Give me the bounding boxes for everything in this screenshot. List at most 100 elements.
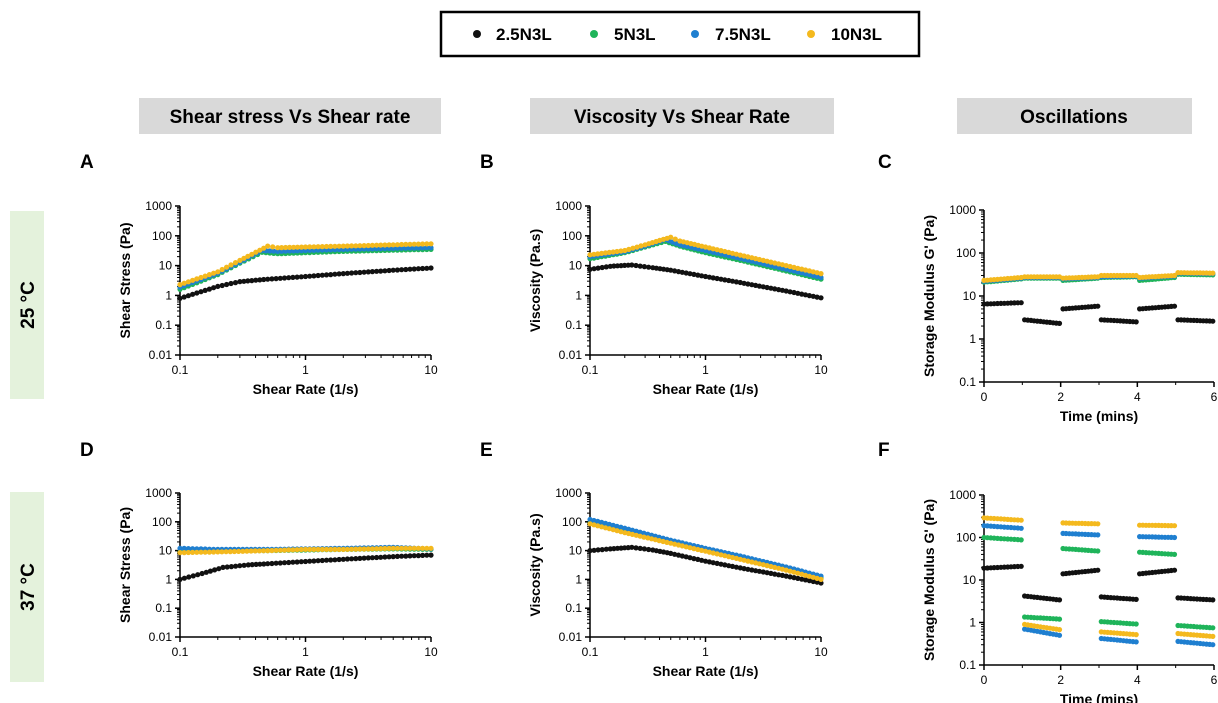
y-tick-label-f: 1: [969, 616, 976, 630]
x-tick-label-a: 1: [302, 363, 309, 377]
data-point: [722, 562, 728, 568]
data-point: [729, 250, 736, 256]
data-point: [630, 245, 636, 251]
data-point: [340, 546, 346, 553]
data-point: [190, 277, 196, 283]
data-point: [185, 279, 191, 285]
data-point: [365, 242, 371, 249]
data-point: [273, 276, 279, 282]
data-point: [311, 558, 317, 564]
data-point: [181, 575, 187, 581]
data-point: [1171, 303, 1178, 309]
x-tick-label-e: 1: [702, 645, 709, 659]
data-point: [733, 279, 740, 285]
y-axis-label-d: Shear Stress (Pa): [117, 507, 133, 623]
data-point: [415, 266, 421, 272]
data-point: [626, 246, 632, 252]
data-point: [224, 264, 230, 270]
data-point: [319, 272, 325, 278]
data-point: [1210, 318, 1216, 324]
data-point: [745, 558, 751, 564]
data-point: [390, 267, 396, 273]
data-point: [1018, 537, 1024, 543]
data-point: [332, 546, 338, 553]
data-point: [275, 245, 281, 251]
data-point: [415, 545, 421, 551]
data-point: [1018, 525, 1024, 531]
data-point: [233, 563, 239, 569]
data-point: [603, 546, 609, 552]
data-point: [772, 564, 778, 571]
column-header-bg-2: [530, 98, 834, 134]
data-point: [323, 557, 330, 563]
data-point: [281, 275, 288, 281]
data-point: [357, 243, 363, 249]
data-point: [394, 553, 400, 560]
column-headers: Shear stress Vs Shear rate Viscosity Vs …: [139, 98, 1192, 134]
data-point: [228, 564, 234, 570]
data-point: [787, 568, 793, 574]
data-point: [656, 538, 662, 544]
data-point: [787, 289, 793, 295]
y-axis-label-f: Storage Modulus G' (Pa): [921, 499, 937, 661]
data-point: [374, 554, 380, 561]
data-point: [374, 268, 380, 274]
data-point: [428, 245, 434, 251]
y-tick-label-d: 1: [165, 572, 172, 586]
data-point: [275, 248, 281, 254]
data-point: [269, 276, 275, 282]
data-point: [428, 241, 434, 247]
legend-label-2.5N3L: 2.5N3L: [496, 25, 552, 44]
data-point: [298, 248, 305, 254]
data-point: [269, 547, 275, 554]
x-tick-label-d: 1: [302, 645, 309, 659]
data-point: [202, 549, 208, 555]
data-point: [818, 274, 824, 281]
y-axis-label-b: Viscosity (Pa.s): [527, 229, 543, 332]
data-point: [1056, 616, 1063, 622]
data-point: [1133, 319, 1139, 325]
data-point: [206, 286, 212, 292]
data-point: [646, 264, 652, 270]
data-point: [223, 549, 229, 555]
data-point: [1095, 548, 1101, 554]
data-point: [599, 264, 605, 271]
data-point: [215, 269, 221, 275]
data-point: [382, 554, 388, 560]
data-point: [198, 289, 204, 295]
data-point: [215, 549, 221, 555]
panel-letters: A B C D E F: [80, 152, 892, 461]
data-point: [411, 545, 417, 551]
data-point: [202, 273, 208, 279]
series-2.5N3L-c: [981, 300, 1216, 326]
data-point: [420, 552, 426, 559]
data-point: [211, 549, 217, 555]
data-point: [273, 547, 279, 553]
data-point: [294, 244, 301, 250]
data-point: [702, 548, 709, 554]
data-point: [399, 267, 405, 273]
data-point: [772, 571, 778, 577]
data-point: [702, 558, 709, 564]
data-point: [340, 271, 346, 277]
data-point: [1210, 633, 1216, 640]
data-point: [745, 254, 751, 260]
data-point: [315, 244, 321, 250]
series-10N3L-c: [981, 270, 1216, 283]
data-point: [248, 548, 254, 554]
data-point: [220, 564, 226, 571]
data-point: [369, 546, 375, 552]
data-point: [802, 267, 809, 273]
y-axis-label-e: Viscosity (Pa.s): [527, 513, 543, 616]
y-tick-label-b: 0.01: [559, 348, 583, 362]
data-point: [249, 251, 255, 257]
data-point: [602, 250, 609, 256]
data-point: [783, 567, 789, 573]
data-point: [357, 555, 363, 562]
data-point: [349, 243, 355, 249]
column-header-viscosity: Viscosity Vs Shear Rate: [574, 107, 790, 128]
data-point: [195, 572, 201, 578]
y-axis-label-c: Storage Modulus G' (Pa): [921, 215, 937, 377]
data-point: [618, 248, 624, 254]
data-point: [344, 270, 350, 276]
